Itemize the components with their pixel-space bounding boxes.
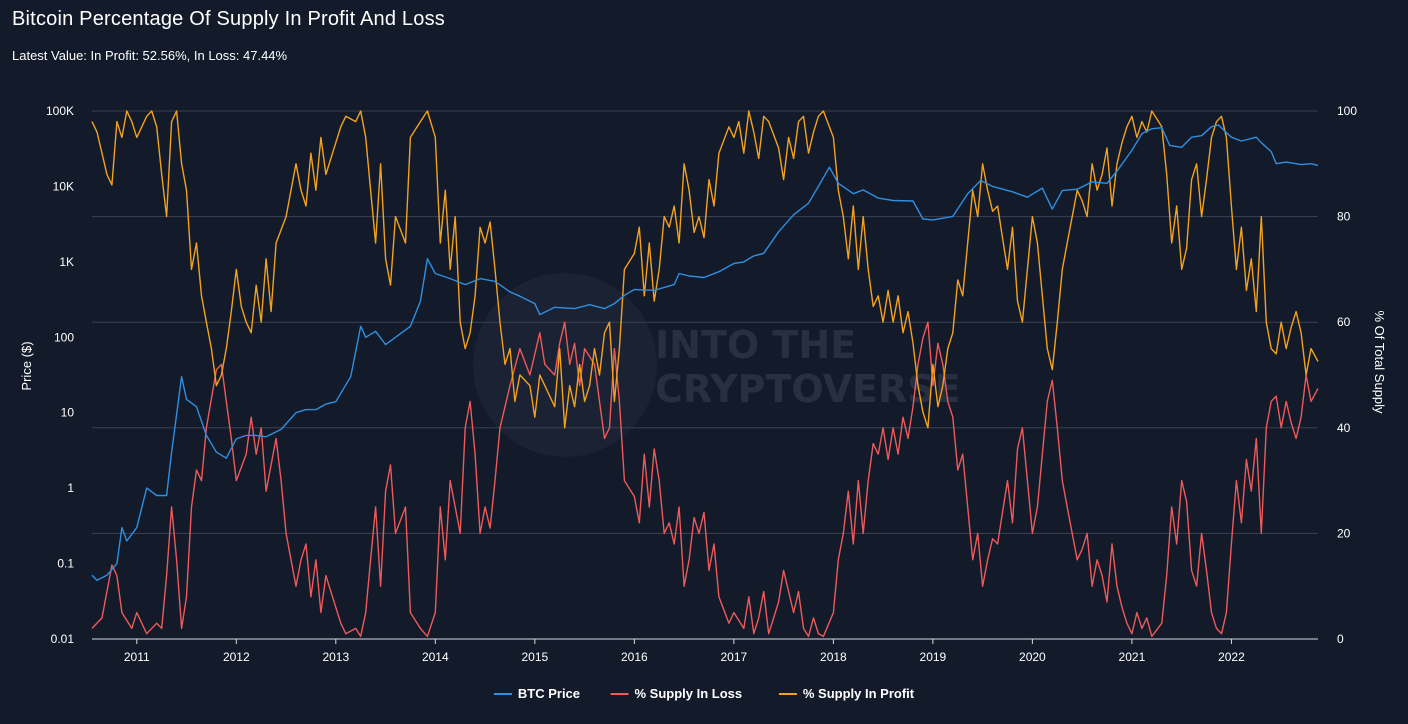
y-axis-left-title: Price ($): [19, 341, 34, 390]
y-right-tick-label: 20: [1337, 526, 1351, 540]
y-axis-right-title: % Of Total Supply: [1372, 310, 1387, 414]
x-tick-label: 2015: [521, 650, 548, 664]
x-tick-label: 2016: [621, 650, 648, 664]
y-right-tick-label: 100: [1337, 104, 1357, 118]
watermark-line-2: CRYPTOVERSE: [655, 367, 961, 411]
y-left-tick-label: 10: [61, 406, 75, 420]
y-left-tick-label: 0.01: [51, 632, 75, 646]
y-left-tick-label: 1K: [59, 255, 74, 269]
x-tick-label: 2022: [1218, 650, 1245, 664]
x-tick-label: 2013: [322, 650, 349, 664]
legend-label-supply-in-profit[interactable]: % Supply In Profit: [803, 686, 915, 701]
y-right-tick-label: 80: [1337, 210, 1351, 224]
latest-value-subtitle: Latest Value: In Profit: 52.56%, In Loss…: [12, 48, 288, 63]
x-tick-label: 2012: [223, 650, 250, 664]
x-tick-label: 2020: [1019, 650, 1046, 664]
series-line-supply-in-profit: [91, 110, 1319, 429]
legend: BTC Price % Supply In Loss % Supply In Pro…: [493, 686, 915, 701]
y-left-tick-label: 0.1: [57, 557, 74, 571]
y-left-tick-label: 1: [67, 481, 74, 495]
axes: 0.01 0.1 1 10 100 1K 10K 100K 0 20 40 60 80 100 2011 20…: [46, 104, 1357, 664]
series-line-btc-price: [91, 124, 1319, 581]
y-left-tick-label: 10K: [53, 179, 74, 193]
y-right-tick-label: 40: [1337, 421, 1351, 435]
watermark-logo-icon: [473, 273, 657, 457]
y-right-tick-label: 0: [1337, 632, 1344, 646]
y-left-tick-label: 100: [54, 330, 74, 344]
x-tick-label: 2021: [1119, 650, 1146, 664]
x-tick-label: 2018: [820, 650, 847, 664]
legend-label-supply-in-loss[interactable]: % Supply In Loss: [635, 686, 743, 701]
grid-lines: [92, 110, 1318, 534]
y-left-tick-label: 100K: [46, 104, 74, 118]
x-tick-label: 2019: [920, 650, 947, 664]
series-line-supply-in-loss: [91, 321, 1319, 638]
x-tick-label: 2014: [422, 650, 449, 664]
legend-label-btc-price[interactable]: BTC Price: [518, 686, 580, 701]
watermark-line-1: INTO THE: [655, 323, 856, 367]
y-right-tick-label: 60: [1337, 315, 1351, 329]
chart-title: Bitcoin Percentage Of Supply In Profit A…: [12, 8, 445, 30]
series-layer: [91, 110, 1319, 638]
x-tick-label: 2017: [721, 650, 748, 664]
x-tick-label: 2011: [124, 650, 150, 664]
